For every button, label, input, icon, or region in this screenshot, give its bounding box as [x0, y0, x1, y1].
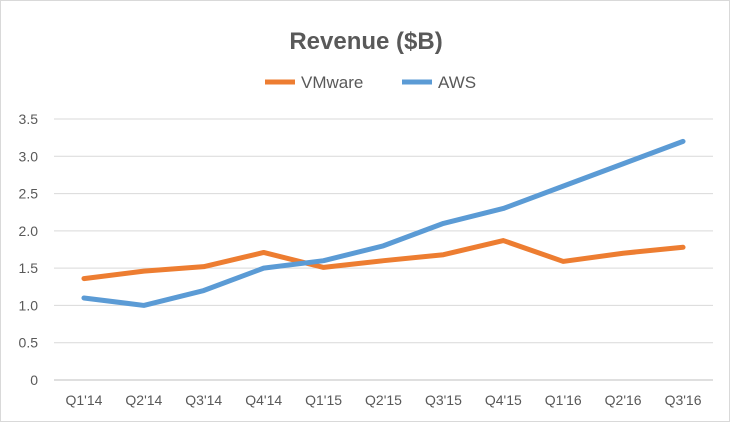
legend-label: AWS: [438, 73, 476, 92]
x-tick-label: Q3'14: [185, 392, 222, 408]
x-tick-label: Q3'16: [665, 392, 702, 408]
legend: VMware AWS: [265, 73, 476, 92]
y-tick-label: 3.0: [19, 148, 39, 164]
x-tick-label: Q1'15: [305, 392, 342, 408]
y-tick-label: 0: [30, 372, 38, 388]
x-tick-label: Q2'14: [125, 392, 162, 408]
x-tick-label: Q4'15: [485, 392, 522, 408]
x-tick-label: Q2'15: [365, 392, 402, 408]
series-line-vmware: [81, 238, 686, 282]
x-tick-label: Q4'14: [245, 392, 282, 408]
y-tick-label: 2.5: [19, 186, 39, 202]
x-tick-label: Q2'16: [605, 392, 642, 408]
y-tick-label: 3.5: [19, 111, 39, 127]
x-tick-label: Q1'16: [545, 392, 582, 408]
chart-title: Revenue ($B): [289, 28, 442, 55]
x-tick-label: Q1'14: [65, 392, 102, 408]
y-tick-label: 0.5: [19, 335, 39, 351]
x-tick-label: Q3'15: [425, 392, 462, 408]
series-lines: [81, 138, 686, 308]
y-tick-label: 2.0: [19, 223, 39, 239]
series-line-aws: [81, 138, 686, 308]
y-tick-label: 1.0: [19, 297, 39, 313]
grid: 0 0.5 1.0 1.5 2.0 2.5 3.0 3.5 Q1'14 Q2'14 Q3'14 Q4'…: [19, 111, 713, 408]
y-tick-label: 1.5: [19, 260, 39, 276]
legend-label: VMware: [301, 73, 363, 92]
